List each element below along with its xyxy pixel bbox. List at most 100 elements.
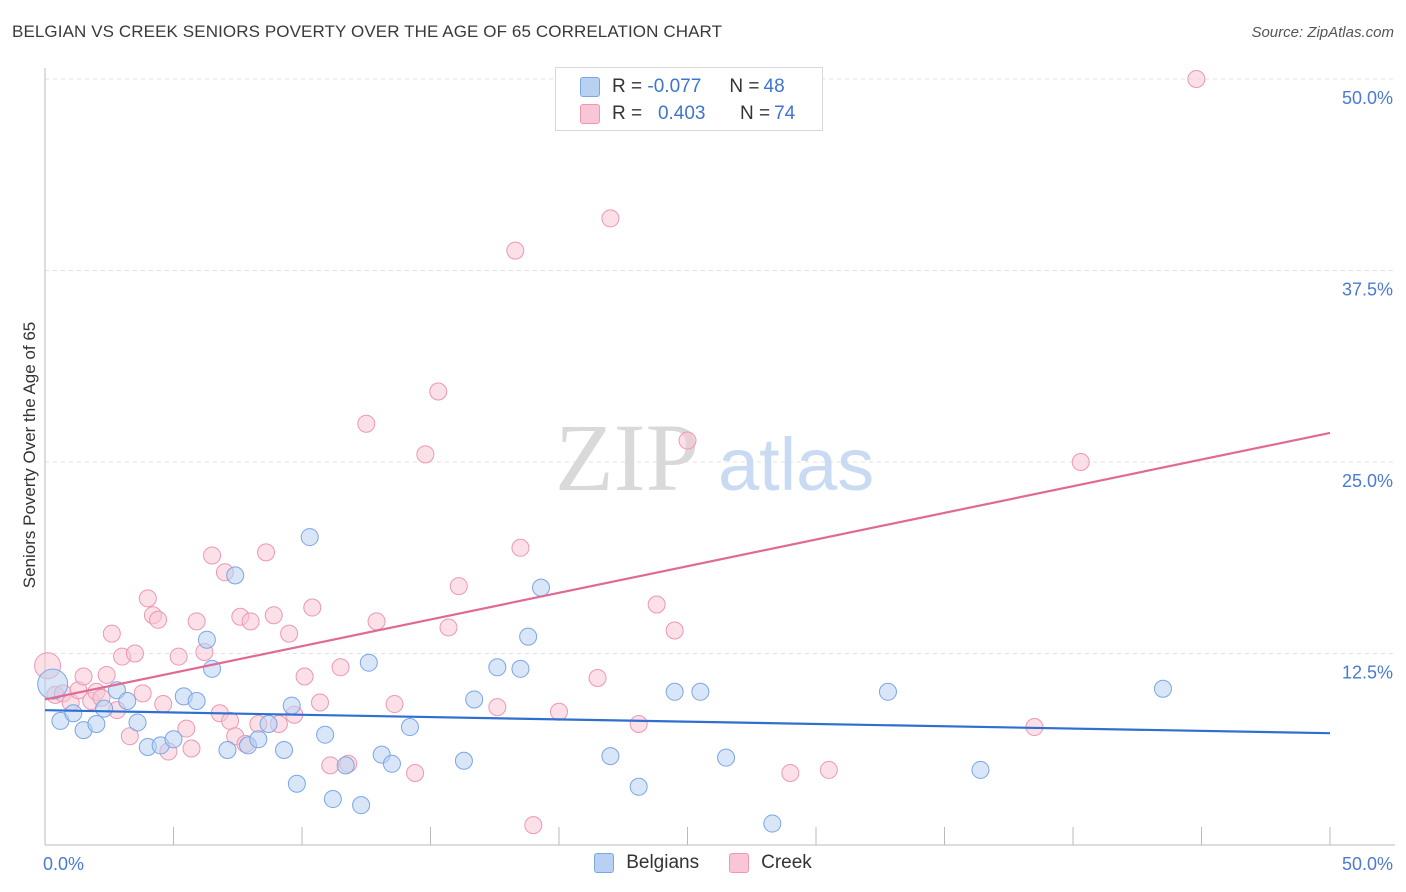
creek-point <box>647 595 666 614</box>
belgian-point <box>691 682 710 701</box>
belgian-point <box>629 777 648 796</box>
legend-r-label: R = <box>612 103 643 124</box>
belgian-point <box>717 748 736 767</box>
y-tick-label: 25.0% <box>1342 471 1393 491</box>
creek-point <box>241 612 260 631</box>
belgian-swatch <box>594 853 615 873</box>
creek-point <box>138 589 157 608</box>
legend-row-creek: R = 0.403 N = 74 <box>580 102 795 126</box>
legend-r-label: R = <box>612 76 643 97</box>
creek-point <box>416 445 435 464</box>
creek-point <box>182 739 201 758</box>
creek-point <box>187 612 206 631</box>
axes <box>44 68 1395 846</box>
watermark-atlas: atlas <box>718 423 874 506</box>
creek-point <box>303 598 322 617</box>
creek-point <box>169 647 188 666</box>
belgian-point <box>218 741 237 760</box>
x-tick-label: 50.0% <box>1342 854 1393 874</box>
legend-r-value: 0.403 <box>657 103 706 124</box>
creek-point <box>177 719 196 738</box>
series-legend: Belgians Creek <box>0 852 1406 874</box>
creek-point <box>357 414 376 433</box>
belgian-point <box>95 699 114 718</box>
creek-point <box>310 693 329 712</box>
creek-point <box>295 667 314 686</box>
creek-point <box>506 241 525 260</box>
belgian-point <box>187 691 206 710</box>
belgian-point <box>275 741 294 760</box>
creek-point <box>133 684 152 703</box>
belgian-point <box>519 627 538 646</box>
belgian-point <box>359 653 378 672</box>
creek-point <box>588 669 607 688</box>
belgian-point <box>511 659 530 678</box>
creek-point <box>367 612 386 631</box>
creek-point <box>819 760 838 779</box>
creek-point <box>321 756 340 775</box>
belgian-point <box>878 682 897 701</box>
belgian-point <box>1153 679 1172 698</box>
belgian-point <box>164 730 183 749</box>
creek-swatch <box>729 853 750 873</box>
belgian-point <box>323 790 342 809</box>
legend-item-belgians[interactable]: Belgians <box>594 852 699 874</box>
belgian-point <box>336 756 355 775</box>
belgian-point <box>382 754 401 773</box>
creek-point <box>221 711 240 730</box>
y-tick-label: 37.5% <box>1342 280 1393 300</box>
belgian-point <box>665 682 684 701</box>
belgian-point <box>488 658 507 677</box>
y-tick-label: 50.0% <box>1342 88 1393 108</box>
belgian-point <box>971 760 990 779</box>
creek-point <box>629 714 648 733</box>
creek-point <box>781 763 800 782</box>
creek-point <box>439 618 458 637</box>
belgian-point <box>532 578 551 597</box>
creek-point <box>154 695 173 714</box>
chart-title: BELGIAN VS CREEK SENIORS POVERTY OVER TH… <box>12 22 723 41</box>
creek-point <box>331 658 350 677</box>
correlation-legend: R = -0.077 N = 48 R = 0.403 N = 74 <box>555 67 823 131</box>
watermark-zip: ZIP <box>555 404 699 511</box>
belgian-point <box>601 747 620 766</box>
belgian-point <box>226 566 245 585</box>
belgian-point <box>287 774 306 793</box>
trend-lines <box>44 431 1331 735</box>
creek-point <box>1187 70 1206 88</box>
belgian-point <box>300 528 319 547</box>
creek-point <box>74 667 93 686</box>
belgian-trend-line <box>44 709 1331 735</box>
legend-n-value: 48 <box>763 76 785 97</box>
legend-item-creek[interactable]: Creek <box>729 852 812 874</box>
belgian-point <box>118 691 137 710</box>
belgian-point <box>87 714 106 733</box>
creek-point <box>449 577 468 596</box>
source-credit: Source: ZipAtlas.com <box>1251 24 1394 41</box>
legend-n-label: N = <box>729 76 760 97</box>
creek-point <box>511 538 530 557</box>
creek-point <box>120 727 139 746</box>
legend-n-value: 74 <box>774 103 796 124</box>
belgian-point <box>128 713 147 732</box>
belgian-swatch <box>580 77 600 97</box>
creek-point <box>149 610 168 629</box>
creek-point <box>1071 453 1090 471</box>
belgian-points <box>37 528 1172 833</box>
legend-row-belgians: R = -0.077 N = 48 <box>580 75 785 99</box>
creek-point <box>385 695 404 714</box>
belgian-point <box>316 725 335 744</box>
belgian-point <box>282 696 301 715</box>
creek-point <box>524 816 543 835</box>
creek-point <box>97 665 116 684</box>
belgian-point <box>259 714 278 733</box>
grid-lines <box>45 78 1395 654</box>
legend-r-value: -0.077 <box>647 76 702 97</box>
y-tick-label: 12.5% <box>1342 663 1393 683</box>
legend-n-label: N = <box>739 103 771 124</box>
belgian-point <box>249 730 268 749</box>
belgian-point <box>763 814 782 833</box>
creek-point <box>406 763 425 782</box>
tick-labels: 12.5% 25.0% 37.5% 50.0% 0.0% 50.0% <box>43 88 1393 874</box>
